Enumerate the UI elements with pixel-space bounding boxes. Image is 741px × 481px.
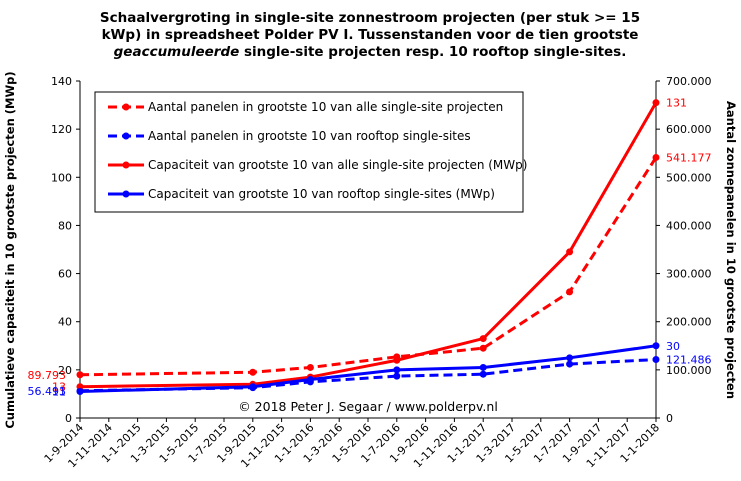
series-point [479,344,487,352]
chart-title-part: kWp) in spreadsheet Polder PV I. Tussens… [102,27,639,43]
y-left-tick-label: 40 [58,316,72,329]
y-left-tick-label: 0 [65,412,72,425]
y-axis-right-title: Aantal zonnepanelen in 10 grootste proje… [724,101,738,399]
series-point [393,366,401,374]
y-left-tick-label: 100 [51,171,72,184]
series-point [76,371,84,379]
data-label: 56.493 [28,385,67,398]
legend-box [94,91,524,213]
series-point [652,99,660,107]
legend-swatch-marker [122,161,130,169]
series-point [652,356,660,364]
series-point [479,363,487,371]
series-point [393,356,401,364]
series-point [393,372,401,380]
data-label: 30 [666,340,680,353]
legend-swatch-marker [122,132,130,140]
data-label: 131 [666,97,687,110]
data-label: 11 [52,386,66,399]
credit-text: © 2018 Peter J. Segaar / www.polderpv.nl [238,399,498,414]
data-label: 541.177 [666,151,712,164]
y-right-tick-label: 0 [666,412,673,425]
series-point [76,388,84,396]
data-label: 121.486 [666,354,712,367]
chart-title-part: geaccumuleerde [114,44,240,60]
legend-item-label: Aantal panelen in grootste 10 van roofto… [148,129,471,143]
series-point [249,368,257,376]
legend-item-label: Capaciteit van grootste 10 van rooftop s… [148,187,495,201]
y-left-tick-label: 140 [51,75,72,88]
series-point [566,360,574,368]
series-point [652,153,660,161]
data-label: 89.793 [28,369,67,382]
series-point [479,335,487,343]
legend-swatch-marker [122,103,130,111]
series-point [249,383,257,391]
chart-title-part: single-site projecten resp. 10 rooftop s… [239,44,626,60]
chart-title-part: Schaalvergroting in single-site zonnestr… [100,10,640,26]
legend-item-label: Capaciteit van grootste 10 van alle sing… [148,158,527,172]
legend-swatch-marker [122,190,130,198]
series-point [566,354,574,362]
y-right-tick-label: 400.000 [666,219,712,232]
y-left-tick-label: 80 [58,219,72,232]
y-right-tick-label: 100.000 [666,364,712,377]
y-left-tick-label: 60 [58,268,72,281]
series-point [566,288,574,296]
y-axis-left-title: Cumulatieve capaciteit in 10 grootste pr… [3,71,17,428]
data-label: 13 [52,381,66,394]
y-right-tick-label: 500.000 [666,171,712,184]
series-point [306,375,314,383]
series-point [652,342,660,350]
series-point [306,363,314,371]
y-left-tick-label: 120 [51,123,72,136]
y-left-tick-label: 20 [58,364,72,377]
chart-title-line: kWp) in spreadsheet Polder PV I. Tussens… [102,27,639,43]
y-right-tick-label: 700.000 [666,75,712,88]
series-point [76,383,84,391]
y-right-tick-label: 300.000 [666,268,712,281]
chart-title-line: Schaalvergroting in single-site zonnestr… [100,10,640,26]
legend: Aantal panelen in grootste 10 van alle s… [94,91,527,213]
y-right-tick-label: 200.000 [666,316,712,329]
series-point [479,370,487,378]
y-right-tick-label: 600.000 [666,123,712,136]
legend-item-label: Aantal panelen in grootste 10 van alle s… [148,100,503,114]
chart-title-line: geaccumuleerde single-site projecten res… [114,44,627,60]
series-point [566,248,574,256]
